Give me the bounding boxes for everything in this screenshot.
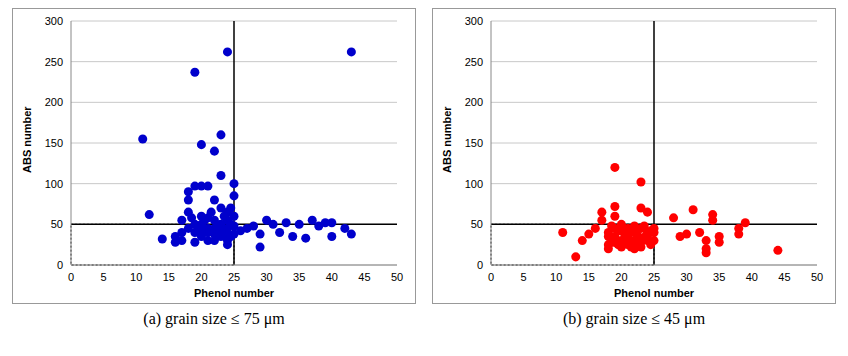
svg-text:250: 250: [465, 56, 483, 68]
svg-text:5: 5: [521, 271, 527, 283]
svg-text:40: 40: [326, 271, 338, 283]
svg-text:35: 35: [713, 271, 725, 283]
svg-text:250: 250: [45, 56, 63, 68]
svg-text:50: 50: [51, 218, 63, 230]
svg-text:35: 35: [293, 271, 305, 283]
svg-text:15: 15: [163, 271, 175, 283]
html-text:(b) grain size ≤ 45 μm: (b) grain size ≤ 45 μm: [562, 310, 706, 327]
svg-text:40: 40: [746, 271, 758, 283]
svg-text:300: 300: [465, 15, 483, 27]
svg-text:300: 300: [45, 15, 63, 27]
svg-text:0: 0: [57, 259, 63, 271]
svg-text:100: 100: [45, 178, 63, 190]
svg-text:Phenol number: Phenol number: [194, 287, 275, 299]
svg-text:45: 45: [358, 271, 370, 283]
svg-text:10: 10: [130, 271, 142, 283]
html-text:(a) grain size ≤ 75 μm: (a) grain size ≤ 75 μm: [143, 310, 285, 327]
svg-text:5: 5: [101, 271, 107, 283]
svg-text:200: 200: [45, 96, 63, 108]
svg-text:100: 100: [465, 178, 483, 190]
svg-text:150: 150: [45, 137, 63, 149]
svg-text:ABS number: ABS number: [21, 106, 33, 173]
svg-text:ABS number: ABS number: [441, 106, 453, 173]
svg-text:25: 25: [648, 271, 660, 283]
svg-text:50: 50: [391, 271, 403, 283]
svg-text:Phenol number: Phenol number: [614, 287, 695, 299]
svg-text:15: 15: [583, 271, 595, 283]
svg-text:30: 30: [680, 271, 692, 283]
svg-text:0: 0: [68, 271, 74, 283]
svg-text:50: 50: [471, 218, 483, 230]
svg-text:150: 150: [465, 137, 483, 149]
svg-text:50: 50: [811, 271, 823, 283]
svg-text:45: 45: [778, 271, 790, 283]
svg-text:20: 20: [195, 271, 207, 283]
svg-text:20: 20: [615, 271, 627, 283]
svg-text:30: 30: [260, 271, 272, 283]
svg-text:0: 0: [488, 271, 494, 283]
svg-text:0: 0: [477, 259, 483, 271]
svg-text:25: 25: [228, 271, 240, 283]
svg-text:10: 10: [550, 271, 562, 283]
svg-text:200: 200: [465, 96, 483, 108]
